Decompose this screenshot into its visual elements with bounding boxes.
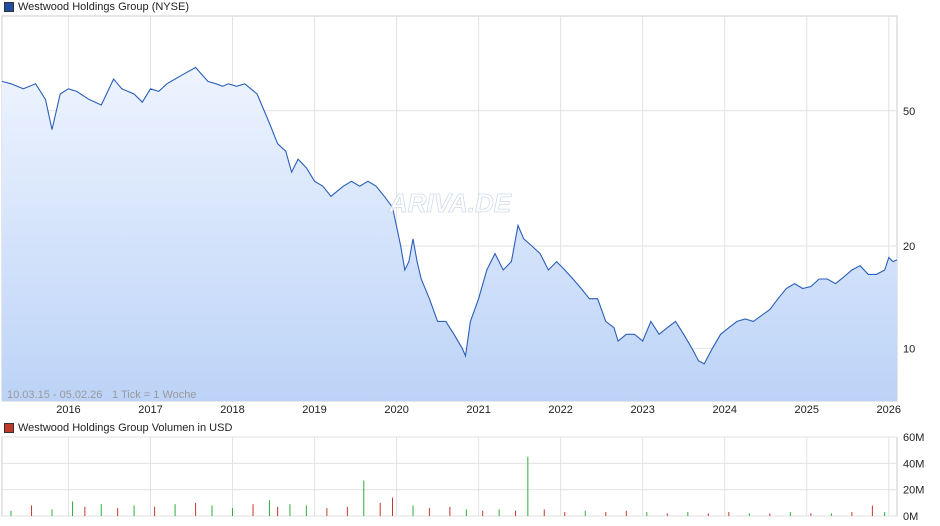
- price-legend-swatch: [4, 2, 14, 12]
- price-x-tick-label: 2024: [712, 404, 736, 416]
- watermark-logo: ARIVA.DE: [388, 188, 512, 218]
- price-x-tick-label: 2026: [877, 404, 901, 416]
- price-y-tick-label: 50: [903, 106, 915, 118]
- price-x-tick-label: 2025: [795, 404, 819, 416]
- price-x-tick-label: 2017: [138, 404, 162, 416]
- price-area-fill: [2, 67, 897, 401]
- volume-y-tick-label: 60M: [903, 432, 924, 444]
- volume-chart: 0M 20M 40M 60M: [1, 432, 924, 523]
- volume-y-tick-label: 20M: [903, 485, 924, 497]
- price-series-line: [1, 66, 898, 365]
- volume-y-tick-label: 40M: [903, 458, 924, 470]
- tick-interval-label: 1 Tick = 1 Woche: [112, 389, 196, 401]
- price-legend-label: Westwood Holdings Group (NYSE): [18, 1, 189, 13]
- price-x-tick-label: 2022: [548, 404, 572, 416]
- price-legend: Westwood Holdings Group (NYSE): [4, 0, 189, 14]
- price-x-tick-label: 2016: [56, 404, 80, 416]
- price-x-tick-label: 2018: [220, 404, 244, 416]
- volume-y-tick-label: 0M: [903, 511, 918, 523]
- price-chart: ARIVA.DE 10 20 50 2016 2017 2018 2019 2020 2021 20…: [1, 15, 915, 416]
- price-y-tick-label: 20: [903, 241, 915, 253]
- price-x-tick-label: 2020: [384, 404, 408, 416]
- price-y-tick-label: 10: [903, 343, 915, 355]
- price-x-tick-label: 2023: [630, 404, 654, 416]
- price-x-tick-label: 2019: [302, 404, 326, 416]
- volume-legend-label: Westwood Holdings Group Volumen in USD: [18, 422, 233, 434]
- date-range-label: 10.03.15 - 05.02.26: [7, 389, 102, 401]
- volume-legend: Westwood Holdings Group Volumen in USD: [4, 421, 232, 435]
- volume-plot-frame: [1, 436, 898, 517]
- price-x-tick-label: 2021: [466, 404, 490, 416]
- volume-legend-swatch: [4, 423, 14, 433]
